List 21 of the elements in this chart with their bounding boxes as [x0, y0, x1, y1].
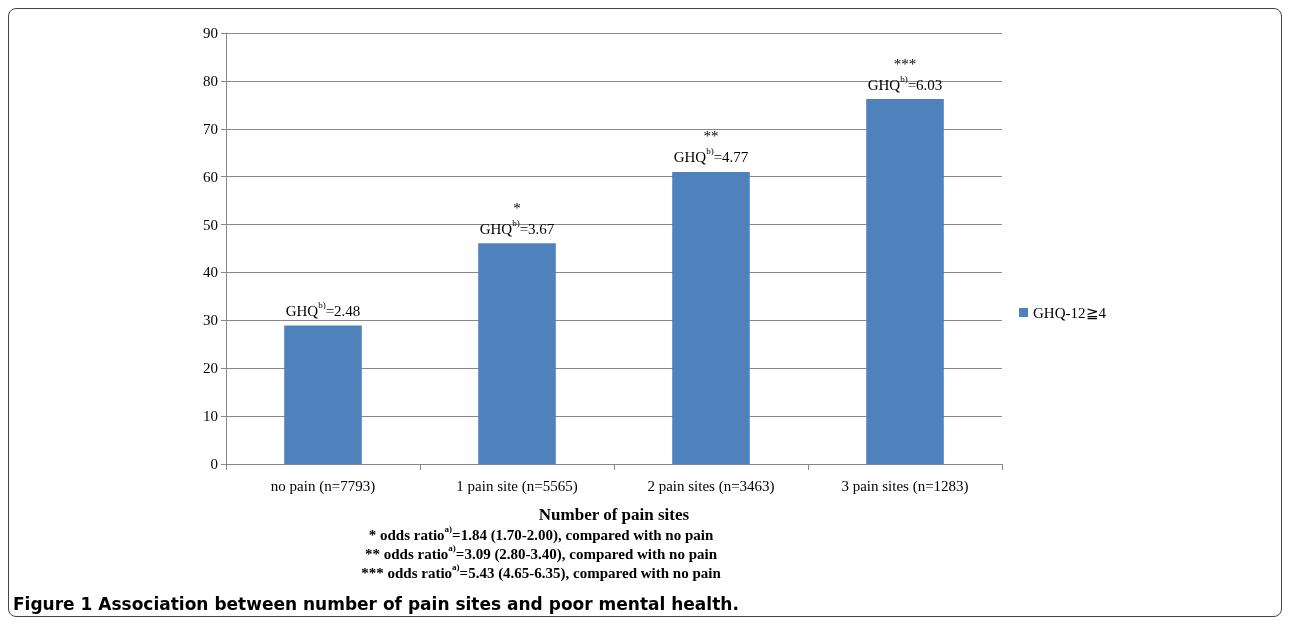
bar [866, 99, 944, 464]
x-axis-title: Number of pain sites [538, 505, 690, 524]
y-tick-label: 50 [203, 216, 218, 233]
y-tick-label: 30 [203, 312, 218, 329]
y-tick-label: 20 [203, 360, 218, 377]
bar [478, 243, 556, 464]
bar [672, 171, 750, 464]
y-tick-label: 70 [203, 120, 218, 137]
y-tick-label: 80 [203, 72, 218, 89]
bar [284, 325, 362, 464]
y-tick-label: 0 [210, 456, 218, 472]
y-tick-label: 90 [203, 25, 218, 41]
y-tick-label: 60 [203, 168, 218, 185]
x-tick-label: 2 pain sites (n=3463) [647, 477, 775, 495]
legend-label: GHQ-12≧4 [1033, 304, 1107, 321]
y-tick-label: 10 [203, 408, 218, 425]
x-tick-label: 3 pain sites (n=1283) [841, 477, 969, 495]
y-tick-label: 40 [203, 264, 218, 281]
text: Figure 1 Association between number of pain sites and poor mental health. [13, 593, 739, 614]
x-tick-label: no pain (n=7793) [270, 477, 376, 495]
x-tick-label: 1 pain site (n=5565) [456, 477, 578, 495]
